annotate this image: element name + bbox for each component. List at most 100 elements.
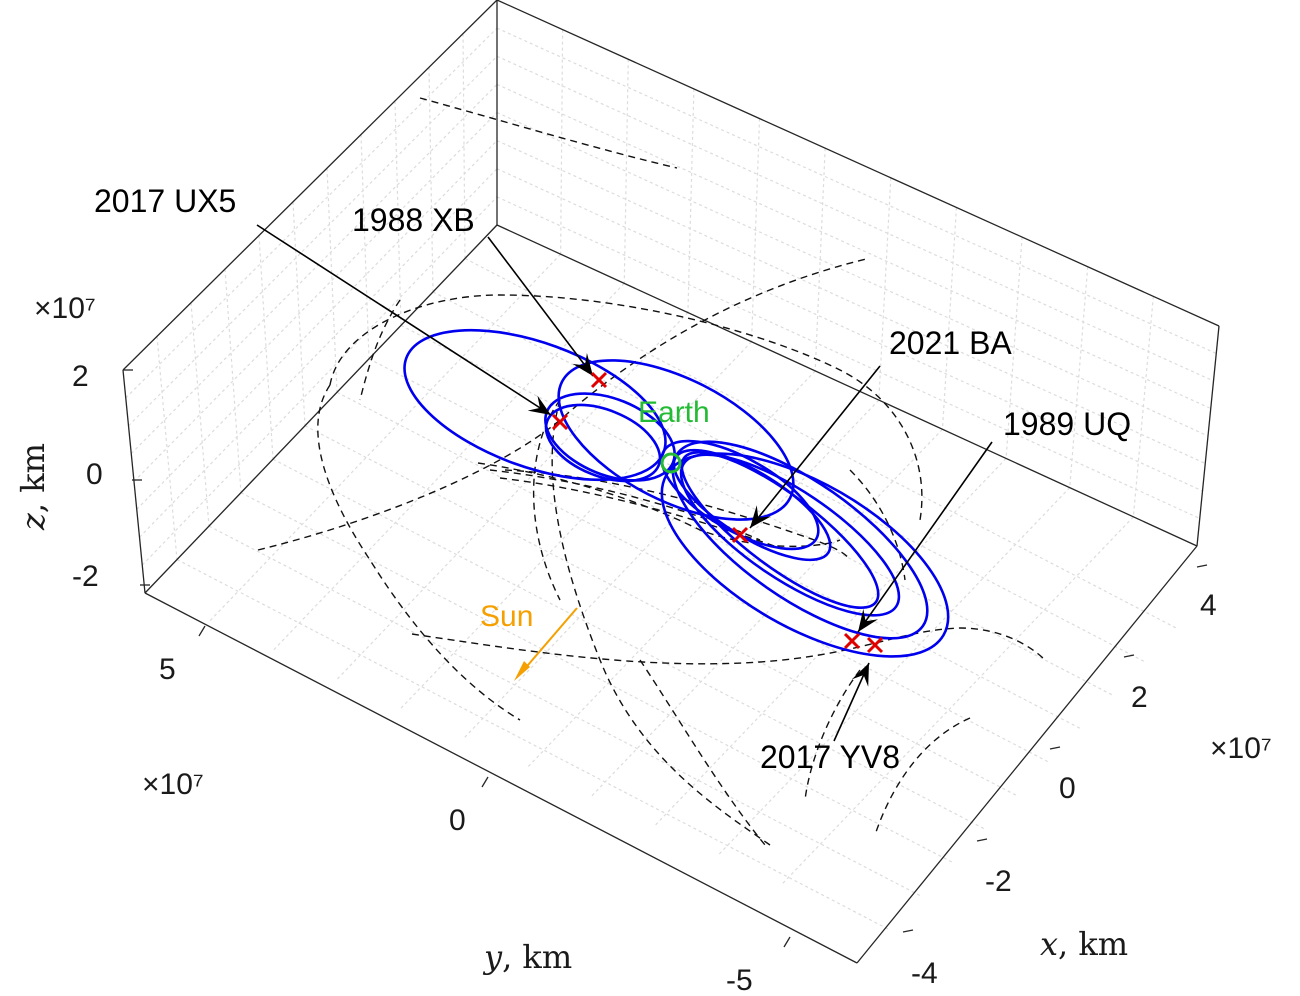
grid-line: [878, 177, 892, 401]
grid-line: [432, 291, 1146, 663]
orbit-ellipse: [557, 359, 795, 521]
orbit-ellipse: [679, 453, 901, 617]
x-tick-mark: [1123, 654, 1135, 658]
y-tick-label: 0: [449, 804, 466, 837]
y-tick-mark: [198, 625, 206, 637]
y-exponent: ×10⁷: [142, 768, 204, 801]
y-tick-label: 5: [159, 653, 176, 686]
grid-line: [304, 425, 1018, 797]
dashed-curve: [849, 469, 906, 581]
arrow-1988-xb: [487, 236, 594, 377]
back-wall-left: [123, 0, 497, 593]
dashed-curve: [639, 659, 766, 846]
grid-line: [240, 492, 954, 864]
grid-line: [272, 458, 986, 830]
grid-line: [176, 559, 890, 931]
grid-line: [496, 140, 1206, 465]
grid-line: [141, 196, 498, 566]
annotation-arrows: [256, 224, 993, 742]
grid-line: [360, 134, 370, 359]
grid-line: [130, 83, 498, 455]
orbit-ellipse: [680, 450, 880, 610]
arrow-2017-ux5: [256, 224, 552, 416]
grid-line: [399, 341, 752, 711]
axis-line: [144, 592, 858, 964]
grid-line: [462, 370, 816, 740]
axis-line: [496, 0, 1220, 327]
grid-line: [394, 100, 402, 326]
grid-line: [133, 112, 498, 482]
x-tick-label: 2: [1131, 681, 1148, 714]
grid-line: [496, 111, 1209, 437]
grid-line: [336, 391, 1050, 763]
arrow-1989-uq: [857, 441, 993, 633]
dashed-curve: [419, 97, 678, 169]
x-tick-label: 0: [1059, 772, 1076, 805]
back-wall-right: [497, 0, 1219, 546]
grid-line: [208, 525, 922, 897]
z-axis-label: z, km: [14, 443, 52, 531]
grid-line: [156, 336, 178, 560]
dashed-curve: [804, 669, 861, 801]
label-1988-xb: 1988 XB: [352, 202, 475, 238]
grid-line: [496, 55, 1214, 382]
axis-line: [496, 224, 1198, 547]
x-exponent: ×10⁷: [1210, 732, 1272, 765]
orbit-ellipse: [544, 403, 662, 483]
marker-1988-xb: [590, 371, 608, 389]
grid-line: [139, 168, 498, 538]
dashed-curve: [329, 294, 923, 521]
grid-line: [335, 312, 689, 681]
grid-line: [941, 207, 958, 430]
grid-line: [208, 253, 562, 623]
label-2017-yv8: 2017 YV8: [760, 739, 900, 775]
arrow-2017-yv8: [833, 662, 870, 742]
z-tick-label: 2: [72, 360, 89, 393]
arrow-2021-ba-head: [750, 505, 771, 528]
grid-line: [560, 29, 564, 255]
z-axis-ticks: ×10⁷ 2 0 -2: [34, 292, 103, 593]
grid-line: [428, 67, 434, 292]
label-2017-ux5: 2017 UX5: [94, 183, 236, 219]
grid-line: [368, 358, 1082, 730]
axis-line: [856, 545, 1198, 964]
x-marker-stroke: [551, 413, 569, 431]
x-tick-mark: [1196, 564, 1208, 568]
grid-line: [464, 257, 1178, 629]
y-tick-mark: [783, 936, 791, 948]
grid-line: [136, 140, 498, 510]
earth-label: Earth: [638, 396, 710, 429]
grid-line: [258, 235, 274, 460]
grid-line: [128, 55, 498, 427]
x-tick-mark: [902, 929, 914, 933]
grid-line: [462, 33, 466, 259]
marker-2017-yv8: [866, 636, 884, 654]
grid-line: [814, 148, 826, 371]
axis-line: [122, 0, 498, 371]
orbit-curves: [403, 328, 950, 658]
arrow-2017-ux5-head: [527, 395, 551, 415]
x-marker-stroke: [866, 636, 884, 654]
dashed-curve: [359, 299, 401, 401]
grid-line: [326, 168, 338, 393]
grid-line: [224, 269, 242, 493]
arrow-2021-ba: [749, 365, 881, 529]
x-axis-ticks: 4 2 ×10⁷ 0 -2 -4: [911, 589, 1272, 990]
grid-line: [590, 428, 943, 798]
grid-layer: [123, 0, 1219, 931]
x-tick-label: -4: [911, 957, 938, 990]
grid-line: [750, 118, 761, 342]
asteroid-markers: [551, 371, 884, 654]
x-tick-label: 4: [1200, 589, 1217, 622]
axis-line: [1196, 325, 1220, 547]
earth-marker: [660, 452, 682, 474]
marker-1989-uq: [843, 632, 861, 650]
y-axis-label: y, km: [482, 938, 572, 976]
marker-2021-ba: [731, 526, 749, 544]
x-tick-mark: [976, 838, 988, 842]
grid-line: [400, 324, 1114, 696]
dashed-curve: [551, 399, 771, 846]
grid-line: [717, 487, 1071, 857]
grid-line: [526, 399, 880, 769]
x-marker-stroke: [590, 371, 608, 389]
